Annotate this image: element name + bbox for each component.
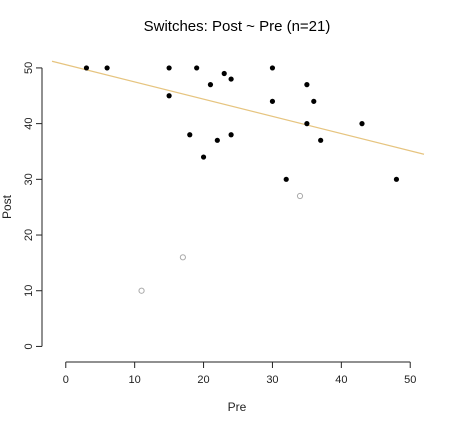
data-point — [283, 176, 289, 182]
data-point — [359, 121, 365, 127]
data-point — [228, 76, 234, 82]
x-tick-label: 40 — [335, 374, 347, 386]
x-tick-label: 30 — [266, 374, 278, 386]
y-tick-label: 50 — [23, 62, 35, 74]
data-point — [166, 93, 172, 99]
data-point — [83, 65, 90, 71]
y-tick-label: 20 — [23, 229, 35, 241]
data-point — [214, 137, 220, 143]
axes: 0 10 20 30 40 50 0 10 20 30 40 50 — [23, 62, 416, 386]
data-point-open — [296, 192, 304, 200]
data-point-open — [138, 287, 145, 294]
data-point — [228, 132, 234, 138]
chart-title: Switches: Post ~ Pre (n=21) — [144, 18, 331, 35]
x-tick-label: 10 — [129, 374, 141, 386]
data-point — [187, 132, 193, 138]
x-tick-label: 0 — [63, 374, 69, 386]
regression-line — [51, 60, 425, 155]
data-point-open — [179, 254, 186, 261]
data-point — [194, 65, 200, 71]
data-point — [207, 82, 214, 88]
y-tick-label: 40 — [23, 118, 35, 130]
data-point — [304, 121, 310, 127]
x-tick-label: 20 — [197, 374, 209, 386]
data-point — [221, 70, 227, 77]
data-point — [200, 154, 207, 160]
y-tick-label: 30 — [23, 173, 35, 185]
data-point — [269, 98, 276, 104]
y-tick-label: 10 — [23, 285, 35, 297]
data-point — [166, 65, 172, 71]
data-point — [269, 65, 276, 71]
data-point — [104, 65, 110, 71]
y-tick-label: 0 — [23, 343, 35, 349]
fit-line — [51, 60, 425, 155]
x-tick-label: 50 — [404, 374, 416, 386]
data-point — [304, 82, 310, 88]
y-axis-label: Post — [0, 194, 14, 219]
data-point — [318, 137, 324, 143]
data-points — [83, 65, 400, 294]
data-point — [393, 176, 400, 182]
x-axis-label: Pre — [228, 400, 247, 414]
data-point — [311, 98, 317, 104]
